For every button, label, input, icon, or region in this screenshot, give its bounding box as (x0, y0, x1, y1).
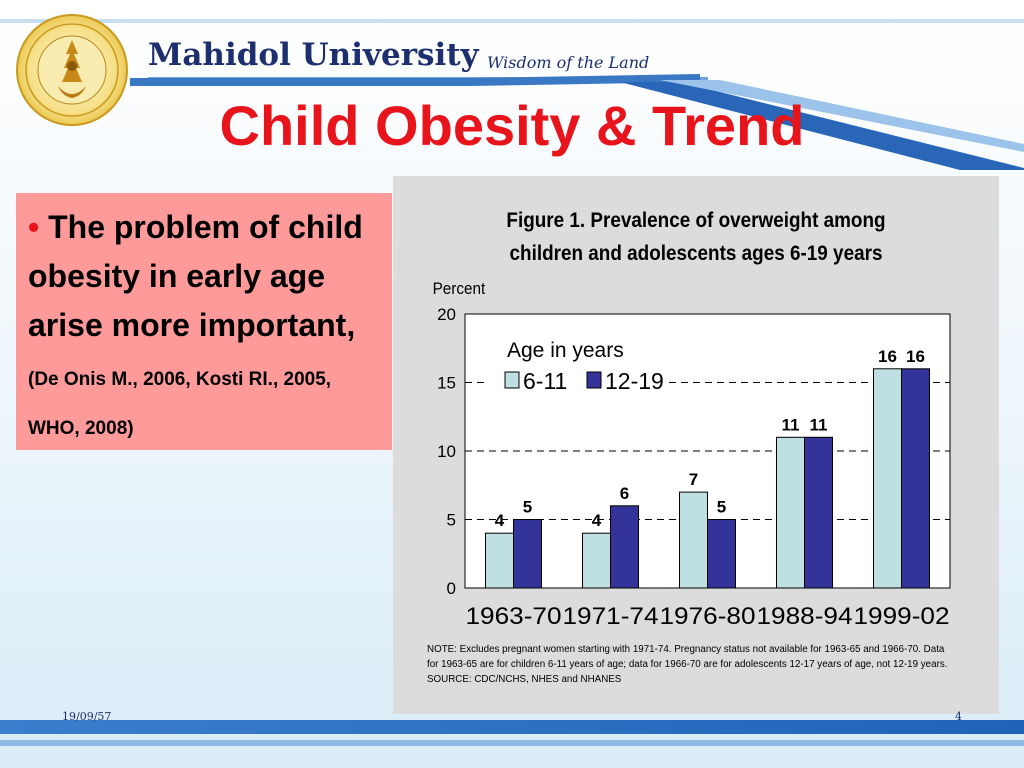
note-line-1: NOTE: Excludes pregnant women starting w… (427, 644, 945, 655)
legend-title: Age in years (507, 339, 624, 362)
figure-note: NOTE: Excludes pregnant women starting w… (427, 642, 983, 687)
top-stripe (0, 19, 1024, 23)
bar-12-19-1976-80 (707, 519, 736, 589)
legend-label-6-11: 6-11 (523, 368, 567, 394)
university-seal-icon (16, 14, 128, 126)
y-tick-label: 0 (447, 579, 456, 598)
x-tick-label: 1999-02 (854, 603, 950, 630)
data-label: 7 (689, 470, 698, 489)
x-tick-label: 1976-80 (660, 603, 756, 630)
x-tick-label: 1971-74 (563, 603, 659, 630)
bullet-main-text: The problem of child obesity in early ag… (28, 209, 363, 343)
bar-6-11-1976-80 (679, 491, 708, 589)
data-label: 6 (620, 484, 629, 503)
data-label: 4 (495, 511, 505, 530)
bullet-marker: • (28, 209, 40, 245)
bar-12-19-1963-70 (513, 519, 542, 589)
bar-6-11-1963-70 (485, 532, 514, 589)
y-axis-label: Percent (433, 279, 486, 298)
y-tick-label: 10 (437, 442, 456, 461)
header-swoosh (130, 74, 1024, 170)
bullet-citation: (De Onis M., 2006, Kosti RI., 2005, WHO,… (28, 369, 332, 439)
slide-title: Child Obesity & Trend (219, 94, 805, 157)
legend-label-12-19: 12-19 (605, 368, 664, 394)
data-label: 11 (810, 415, 828, 434)
data-label: 5 (717, 498, 726, 517)
figure-title-line-1: Figure 1. Prevalence of overweight among (506, 209, 886, 232)
figure-title: Figure 1. Prevalence of overweight among… (423, 204, 968, 270)
bar-chart: 05101520Percent451963-70461971-74751976-… (433, 279, 951, 630)
legend-swatch-12-19 (586, 371, 602, 389)
bar-6-11-1999-02 (873, 368, 902, 589)
note-line-2: for 1963-65 are for children 6-11 years … (427, 659, 948, 670)
bullet-textbox: • The problem of child obesity in early … (16, 193, 392, 450)
bar-12-19-1971-74 (610, 505, 639, 589)
data-label: 11 (782, 415, 800, 434)
y-tick-label: 5 (447, 511, 456, 530)
university-motto: Wisdom of the Land (487, 53, 650, 72)
bar-6-11-1971-74 (582, 532, 611, 589)
data-label: 5 (523, 498, 532, 517)
y-tick-label: 15 (437, 374, 456, 393)
footer-page-number: 4 (955, 710, 962, 723)
data-label: 16 (878, 347, 897, 366)
footer-stripe (0, 720, 1024, 734)
footer-date: 19/09/57 (62, 710, 112, 723)
bar-12-19-1999-02 (901, 368, 930, 589)
note-line-3: SOURCE: CDC/NCHS, NHES and NHANES (427, 674, 622, 685)
x-tick-label: 1963-70 (466, 603, 562, 630)
figure-panel: Figure 1. Prevalence of overweight among… (393, 176, 999, 714)
bar-12-19-1988-94 (804, 436, 833, 589)
data-label: 4 (592, 511, 602, 530)
footer-stripe-light (0, 740, 1024, 746)
bullet-paragraph: • The problem of child obesity in early … (28, 203, 386, 448)
figure-title-line-2: children and adolescents ages 6-19 years (509, 242, 883, 265)
bar-6-11-1988-94 (776, 436, 805, 589)
data-label: 16 (906, 347, 925, 366)
university-name: Mahidol University (148, 37, 479, 73)
legend-swatch-6-11 (504, 371, 520, 389)
y-tick-label: 20 (437, 305, 456, 324)
x-tick-label: 1988-94 (757, 603, 853, 630)
